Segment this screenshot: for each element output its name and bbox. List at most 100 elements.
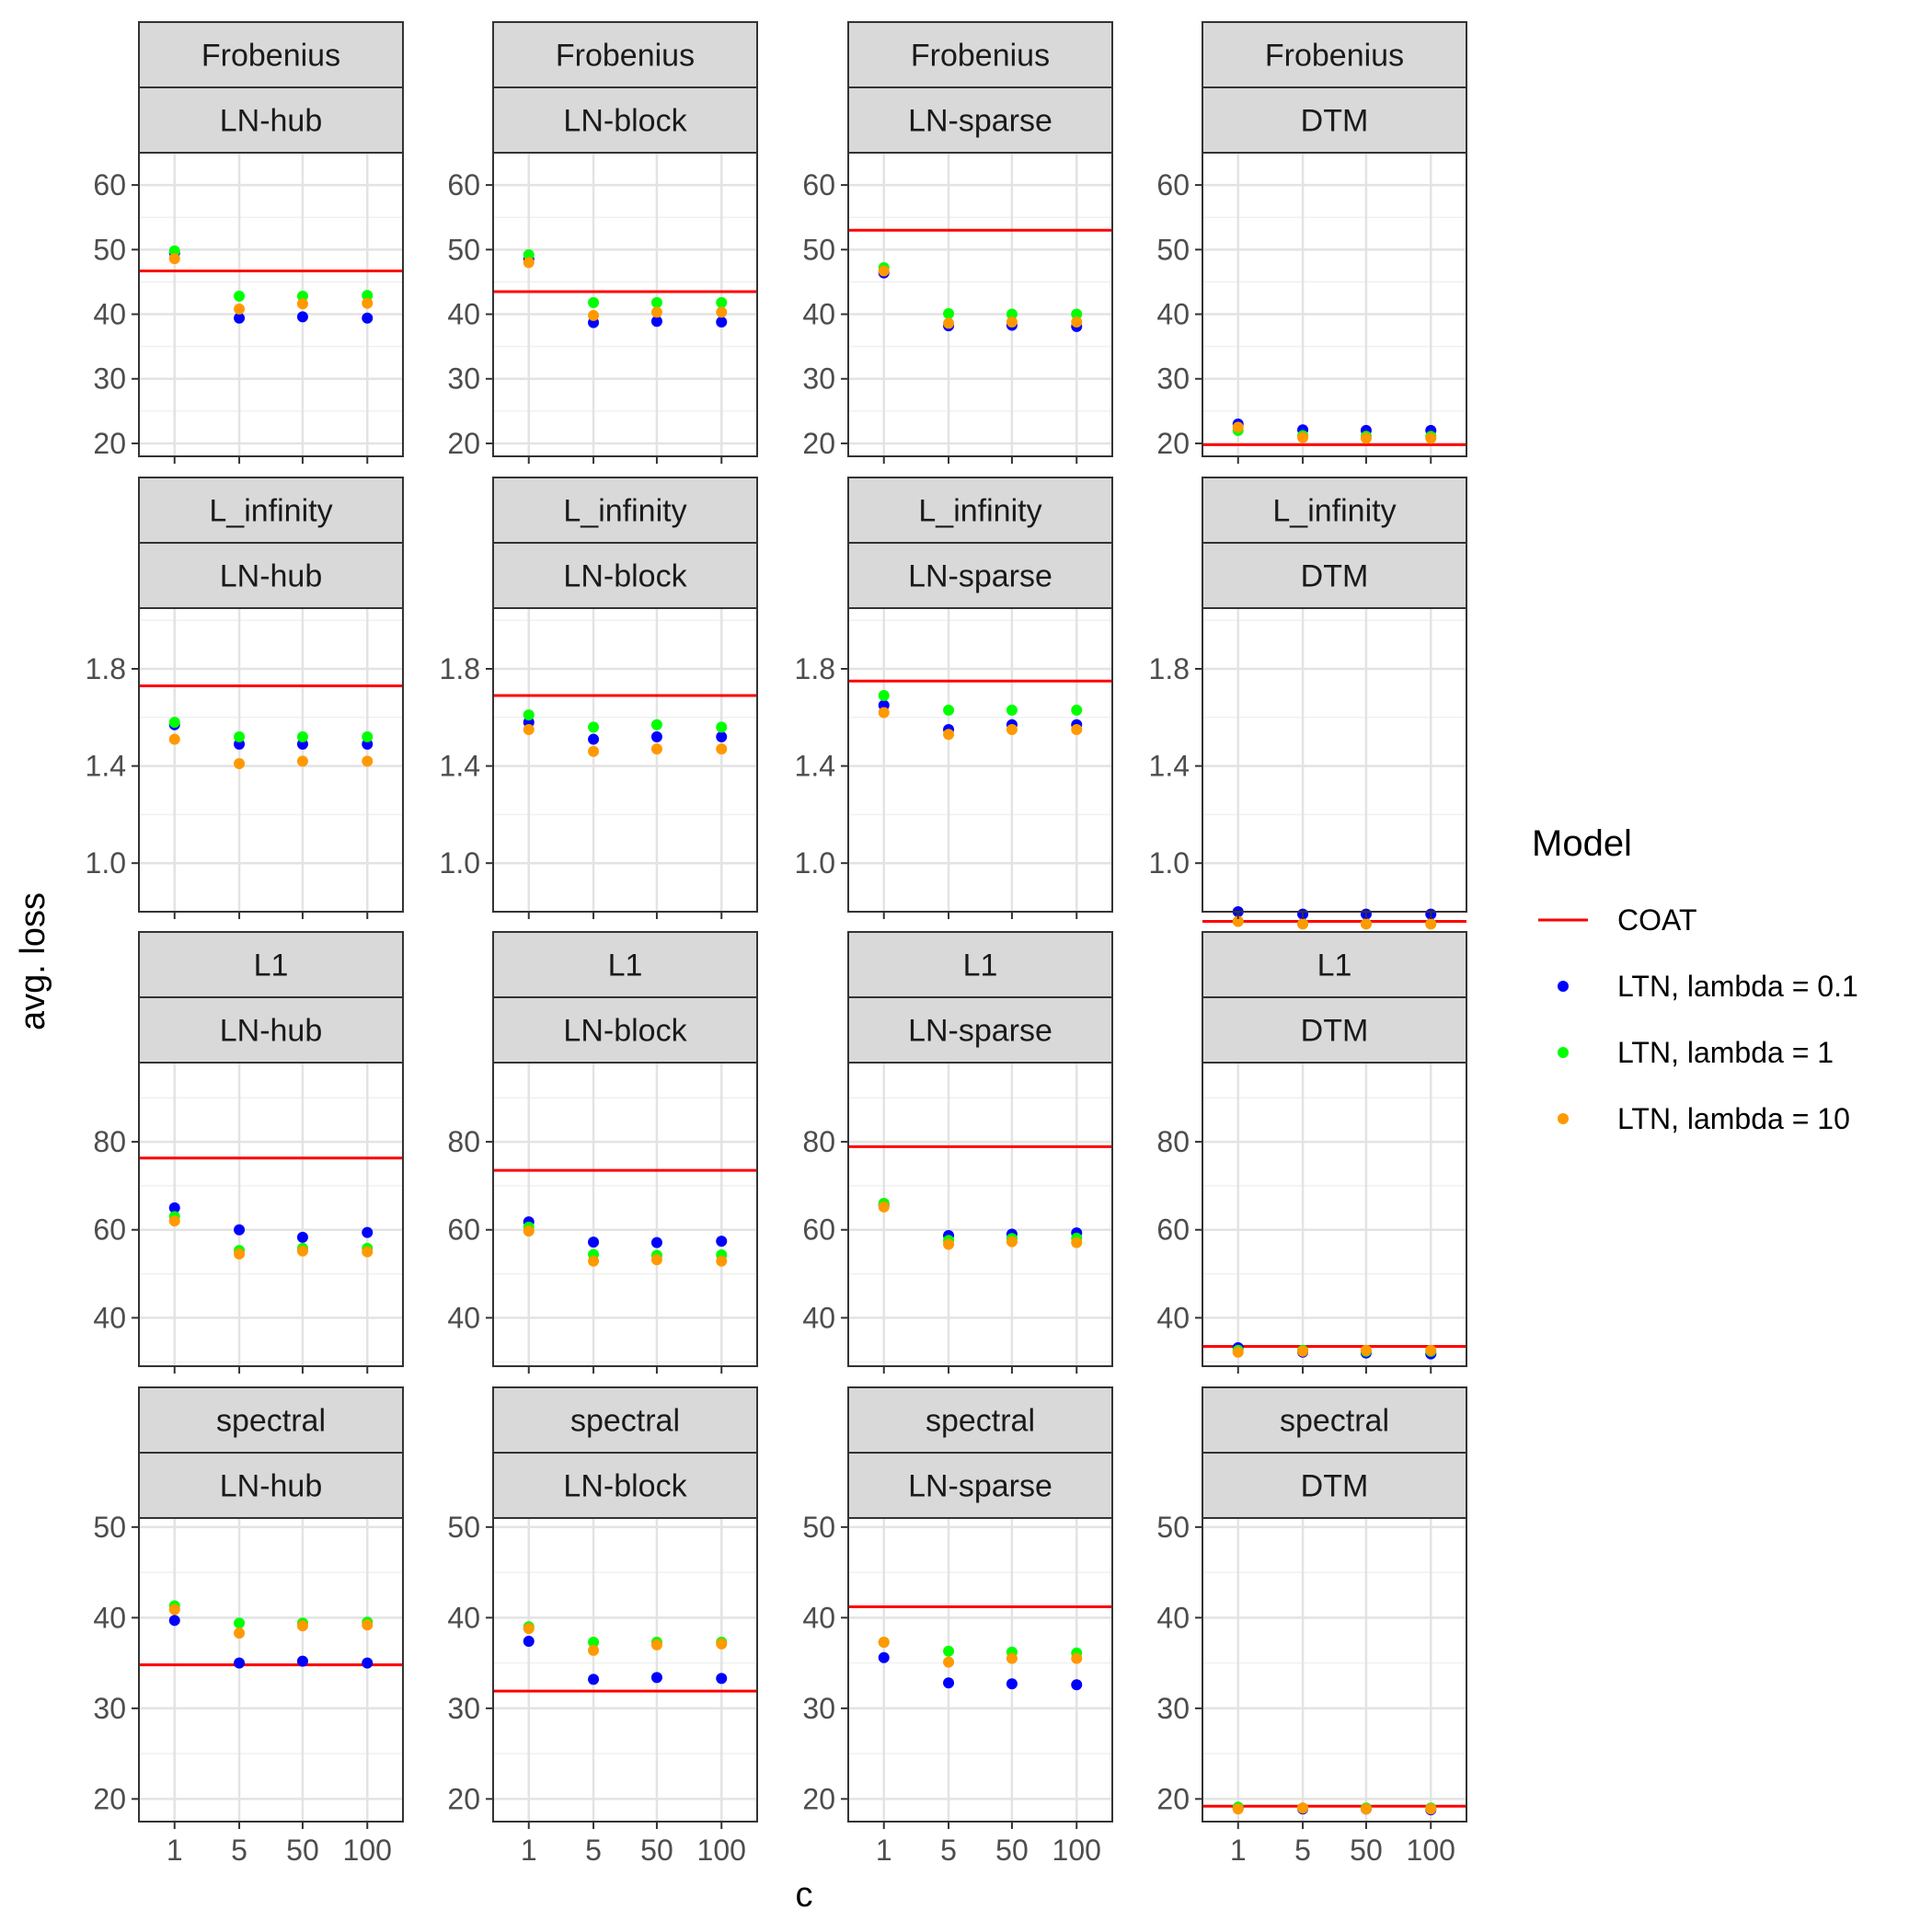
data-point [1232, 1803, 1244, 1815]
y-tick-label: 20 [802, 427, 835, 460]
x-tick-label: 5 [585, 1834, 602, 1867]
data-point [588, 309, 600, 321]
data-point [650, 1639, 662, 1650]
y-tick-label: 1.8 [795, 652, 835, 685]
y-tick-label: 80 [1156, 1125, 1190, 1158]
facet-strip-metric [1202, 477, 1467, 544]
y-tick-label: 20 [447, 1782, 480, 1815]
data-point [878, 265, 890, 277]
panel-border [847, 607, 1113, 913]
data-point [650, 719, 662, 730]
data-point [1425, 432, 1437, 444]
plot-background [139, 608, 403, 912]
strip-label-model: LN-sparse [908, 559, 1052, 594]
facet-strip-metric [847, 931, 1113, 998]
data-point [943, 307, 955, 319]
data-point [1297, 1345, 1309, 1357]
x-tick-label: 5 [1294, 1834, 1311, 1867]
y-tick-label: 20 [93, 1782, 126, 1815]
plot-background [493, 1063, 757, 1366]
facet-strip-metric [138, 931, 404, 998]
data-point [1006, 1678, 1018, 1690]
data-point [168, 245, 180, 257]
x-tick-label: 100 [1407, 1834, 1455, 1867]
data-point [943, 317, 955, 329]
data-point [234, 757, 246, 769]
legend-label: LTN, lambda = 10 [1617, 1102, 1850, 1135]
strip-label-model: LN-hub [220, 559, 323, 594]
data-point [943, 1645, 955, 1657]
y-tick-label: 60 [93, 168, 126, 201]
strip-label-model: DTM [1301, 1014, 1369, 1049]
y-tick-label: 50 [93, 233, 126, 266]
data-point [588, 1673, 600, 1685]
y-tick-label: 50 [447, 1511, 480, 1544]
data-point [716, 1638, 728, 1650]
facet-panel: L1 LN-hub 40 60 80 [93, 931, 404, 1374]
x-tick-label: 1 [1230, 1834, 1247, 1867]
x-tick-label: 1 [167, 1834, 183, 1867]
legend-entry: LTN, lambda = 10 [1558, 1102, 1850, 1135]
facet-strip-model [492, 1452, 758, 1519]
facet-strip-metric [1202, 1386, 1467, 1454]
data-point [716, 1236, 728, 1248]
data-point [234, 312, 246, 324]
panel-border [492, 152, 758, 457]
data-point [1360, 432, 1372, 444]
data-point [234, 303, 246, 315]
y-tick-label: 30 [93, 1692, 126, 1725]
strip-label-model: LN-block [563, 1469, 687, 1504]
facet-strip-metric [492, 1386, 758, 1454]
y-tick-label: 50 [93, 1511, 126, 1544]
facet-panel: Frobenius LN-hub 20 30 40 50 60 [93, 21, 404, 464]
strip-label-metric: L_infinity [918, 494, 1041, 529]
facet-panel: L_infinity DTM 1.0 1.4 1.8 [1149, 477, 1467, 930]
data-point [523, 1623, 535, 1635]
facet-strip-model [847, 542, 1113, 609]
data-point [650, 316, 662, 328]
facet-strip-model [138, 1452, 404, 1519]
panel-border [847, 1062, 1113, 1367]
data-point [716, 730, 728, 742]
data-point [716, 316, 728, 328]
data-point [1071, 308, 1083, 320]
data-point [362, 312, 374, 324]
facet-panel: Frobenius DTM 20 30 40 50 60 [1156, 21, 1467, 464]
y-tick-label: 40 [802, 1301, 835, 1334]
data-point [523, 1225, 535, 1237]
y-tick-label: 50 [802, 233, 835, 266]
strip-label-metric: L1 [254, 949, 289, 983]
y-tick-label: 60 [447, 1213, 480, 1247]
panel-grid: Frobenius LN-hub 20 30 40 50 60 Frobenius LN-blo… [86, 21, 1467, 1867]
x-tick-label: 50 [286, 1834, 319, 1867]
data-point [1071, 1652, 1083, 1664]
panel-border [1202, 1517, 1467, 1823]
facet-strip-model [1202, 996, 1467, 1064]
plot-background [848, 1063, 1112, 1366]
facet-panel: Frobenius LN-sparse 20 30 40 50 60 [802, 21, 1113, 464]
strip-label-metric: Frobenius [911, 39, 1050, 74]
legend: Model COAT LTN, lambda = 0.1 LTN, lambda =… [1532, 823, 1858, 1135]
y-tick-label: 1.0 [1149, 846, 1190, 880]
facet-strip-model [847, 1452, 1113, 1519]
legend-key-point [1558, 1113, 1569, 1124]
strip-label-metric: spectral [216, 1404, 326, 1439]
data-point [1071, 704, 1083, 716]
data-point [362, 1619, 374, 1631]
data-point [168, 1604, 180, 1616]
facet-panel: Frobenius LN-block 20 30 40 50 60 [447, 21, 758, 464]
y-tick-label: 1.0 [440, 846, 480, 880]
y-tick-label: 40 [93, 1601, 126, 1634]
y-tick-label: 1.4 [1149, 750, 1190, 783]
data-point [362, 730, 374, 742]
facet-strip-metric [847, 477, 1113, 544]
facet-panel: L1 DTM 40 60 80 [1156, 931, 1467, 1374]
x-tick-label: 100 [343, 1834, 392, 1867]
strip-label-metric: L1 [963, 949, 998, 983]
y-tick-label: 20 [1156, 427, 1190, 460]
data-point [362, 297, 374, 309]
strip-label-metric: Frobenius [556, 39, 695, 74]
data-point [588, 745, 600, 757]
y-tick-label: 20 [93, 427, 126, 460]
data-point [716, 296, 728, 308]
